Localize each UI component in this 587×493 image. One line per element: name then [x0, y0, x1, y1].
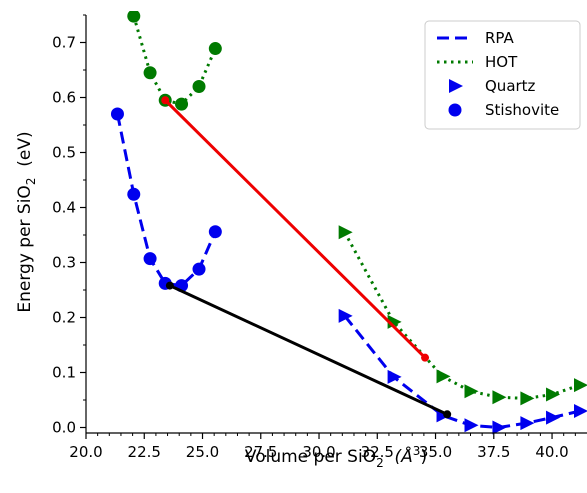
y-axis-label-main: Energy per SiO [15, 185, 35, 312]
hot-quartz-point-2 [436, 369, 451, 384]
legend-label-quartz: Quartz [485, 77, 536, 95]
y-axis-label: Energy per SiO2 (eV) [15, 131, 38, 312]
x-tick-label-5: 32.5 [361, 443, 394, 461]
y-tick-label-1: 0.1 [52, 364, 76, 382]
rpa-quartz-point-3 [464, 418, 479, 433]
x-axis-label-unit-close: ) [420, 447, 427, 467]
hot-quartz-point-7 [574, 378, 587, 393]
hot-quartz-point-0 [338, 225, 353, 240]
rpa-stishovite-point-2 [143, 252, 157, 266]
rpa-quartz-point-1 [387, 369, 402, 384]
hot-quartz-curve [343, 231, 581, 400]
x-tick-label-3: 27.5 [244, 443, 277, 461]
x-tick-label-8: 40.0 [535, 443, 568, 461]
legend-label-stishovite: Stishovite [485, 101, 559, 119]
legend-box [424, 20, 581, 130]
hot-stishovite-point-3 [175, 97, 189, 111]
x-tick-label-2: 25.0 [186, 443, 219, 461]
rpa-quartz-point-6 [546, 410, 561, 425]
rpa-quartz-point-5 [520, 416, 535, 431]
rpa-quartz-point-0 [338, 308, 353, 323]
legend: RPA HOT Quartz Stishovite [424, 20, 581, 130]
legend-label-rpa: RPA [485, 29, 515, 47]
y-tick-label-0: 0.0 [52, 419, 76, 437]
tangent-line-1 [169, 284, 448, 416]
rpa-quartz-curve [343, 314, 581, 430]
plot-content [110, 11, 587, 435]
hot-quartz-point-4 [492, 390, 507, 405]
tangent-line-0 [164, 99, 427, 359]
rpa-stishovite-point-6 [208, 225, 222, 239]
hot-stishovite-curve [132, 15, 217, 106]
y-tick-label-4: 0.4 [52, 199, 76, 217]
y-tick-label-3: 0.3 [52, 254, 76, 272]
rpa-stishovite-point-1 [127, 187, 141, 201]
hot-quartz-point-6 [546, 387, 561, 402]
x-axis-label-unit: (Å [395, 445, 413, 467]
hot-stishovite-point-1 [143, 66, 157, 80]
axes: 20.0 22.5 25.0 27.5 30.0 32.5 35.0 37.5 40.0 0.0 0… [52, 14, 587, 461]
y-tick-label-5: 0.5 [52, 144, 76, 162]
rpa-quartz-point-7 [574, 404, 587, 418]
tangent-line-0-end [421, 353, 430, 362]
hot-stishovite-point-5 [208, 42, 222, 56]
hot-stishovite-point-4 [192, 80, 206, 93]
x-axis-label-unit-sup: 3 [413, 444, 421, 458]
legend-swatch-stishovite [448, 103, 462, 117]
hot-quartz-point-5 [520, 391, 535, 406]
y-tick-label-6: 0.6 [52, 89, 76, 107]
x-tick-label-1: 22.5 [128, 443, 161, 461]
tangent-line-1-end [443, 410, 452, 419]
x-tick-label-0: 20.0 [69, 443, 102, 461]
rpa-quartz-point-4 [492, 420, 507, 435]
legend-label-hot: HOT [485, 53, 518, 71]
y-tick-label-2: 0.2 [52, 309, 76, 327]
tangent-line-1-start [165, 281, 174, 290]
x-tick-label-6: 35.0 [419, 443, 452, 461]
plot-area [110, 11, 587, 435]
rpa-stishovite-point-5 [192, 262, 206, 276]
rpa-stishovite-point-0 [110, 107, 124, 121]
hot-quartz-point-3 [464, 384, 479, 399]
tangent-line-0-start [161, 96, 170, 105]
legend-swatch-quartz [449, 79, 463, 93]
x-tick-label-4: 30.0 [302, 443, 335, 461]
x-tick-label-7: 37.5 [477, 443, 510, 461]
y-axis-label-sub: 2 [24, 178, 38, 186]
x-axis-label-main: Volume per SiO [245, 447, 376, 467]
y-tick-label-7: 0.7 [52, 34, 76, 52]
hot-stishovite-point-0 [127, 11, 141, 23]
x-axis-label-sub: 2 [376, 456, 384, 470]
x-axis-label: Volume per SiO2 (Å3) [245, 444, 427, 470]
y-axis-label-unit: (eV) [15, 131, 35, 166]
